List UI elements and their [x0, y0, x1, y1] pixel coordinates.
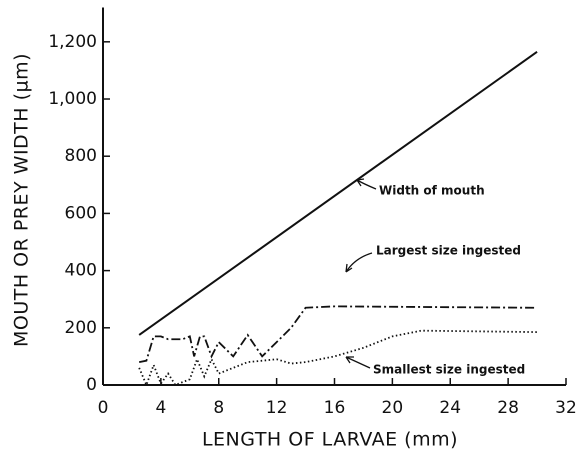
x-tick-label: 8 [213, 398, 224, 418]
series-label: Smallest size ingested [373, 363, 525, 377]
x-tick-label: 24 [439, 398, 461, 418]
series-line [138, 51, 538, 336]
annotation-arrows [345, 178, 377, 369]
series-label: Width of mouth [379, 184, 485, 198]
arrow [345, 252, 373, 273]
x-tick-label: 16 [324, 398, 346, 418]
y-tick-label: 1,200 [48, 32, 97, 52]
y-tick-label: 800 [65, 146, 97, 166]
y-tick-label: 0 [86, 375, 97, 395]
y-axis-title: MOUTH OR PREY WIDTH (µm) [11, 53, 33, 347]
arrow [356, 178, 377, 190]
y-tick-label: 600 [65, 203, 97, 223]
y-tick-label: 1,000 [48, 89, 97, 109]
series-label: Largest size ingested [376, 244, 521, 258]
x-tick-label: 0 [98, 398, 109, 418]
x-tick-label: 20 [382, 398, 404, 418]
series-line [138, 329, 538, 388]
x-axis-title: LENGTH OF LARVAE (mm) [202, 429, 458, 451]
x-tick-label: 4 [155, 398, 166, 418]
series-line [138, 305, 538, 364]
y-tick-label: 400 [65, 261, 97, 281]
x-tick-label: 12 [266, 398, 288, 418]
y-tick-label: 200 [65, 318, 97, 338]
arrow [345, 356, 371, 369]
x-tick-label: 28 [497, 398, 519, 418]
x-tick-label: 32 [555, 398, 577, 418]
